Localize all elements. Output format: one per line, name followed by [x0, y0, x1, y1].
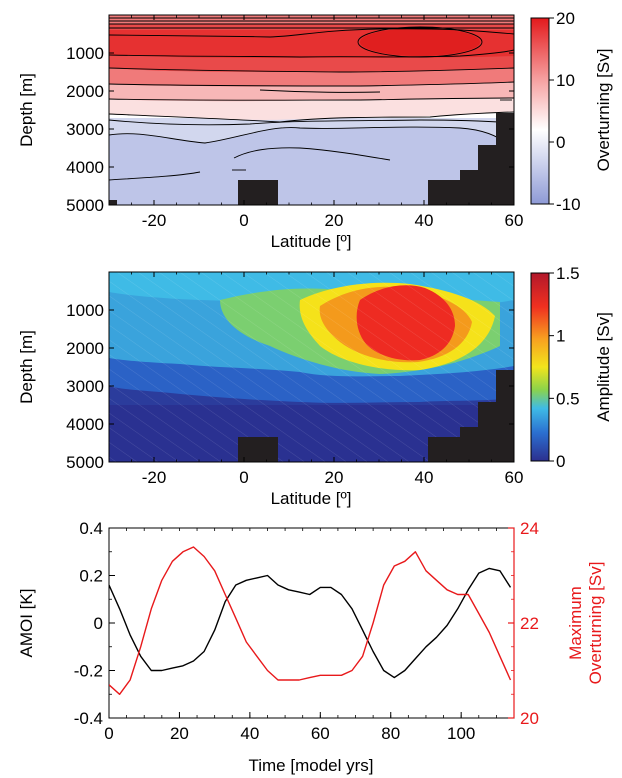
overturning-max — [360, 28, 480, 56]
x-tick-label: 0 — [239, 468, 248, 487]
y-tick-label: 1000 — [66, 301, 104, 320]
x-tick-label: 60 — [505, 468, 524, 487]
y-tick-label: 1000 — [66, 44, 104, 63]
y-tick-label: 0 — [94, 614, 103, 633]
colorbar-tick-label: 1.5 — [556, 264, 580, 283]
x-tick-label: 20 — [325, 468, 344, 487]
abyssal-core — [109, 127, 514, 205]
y-tick-label: 3000 — [66, 120, 104, 139]
colorbar-tick-label: 1 — [556, 327, 565, 346]
x-tick-label: 80 — [381, 724, 400, 743]
x-tick-label: 20 — [170, 724, 189, 743]
timeseries-panel: 0 20 40 60 80 100 0.4 0.2 0 -0.2 -0.4 24 22 20 AMOI… — [17, 519, 605, 775]
x-tick-label: 40 — [415, 468, 434, 487]
y-tick-label: 3000 — [66, 377, 104, 396]
y-tick-label: 4000 — [66, 158, 104, 177]
x-axis-ticks-top-panel: -20 0 20 40 60 — [108, 15, 524, 230]
colorbar-tick-label: 10 — [556, 71, 575, 90]
colorbar-tick-label: 0.5 — [556, 389, 580, 408]
x-axis-label-middle: Latitude [º] — [271, 489, 352, 508]
x-tick-label: 0 — [239, 211, 248, 230]
y-tick-label: 0.2 — [79, 567, 103, 586]
colorbar-tick-label: -10 — [556, 195, 581, 214]
colorbar-label-amplitude: Amplitude [Sv] — [594, 312, 613, 422]
x-tick-label: 0 — [104, 724, 113, 743]
contour-lines — [109, 17, 514, 181]
y-tick-label: 0.4 — [79, 519, 103, 538]
y-tick-label: 5000 — [66, 196, 104, 215]
amplitude-panel: -20 0 20 40 60 1000 2000 3000 4000 5000 Depth [m… — [17, 264, 613, 508]
x-tick-label: 20 — [325, 211, 344, 230]
x-axis-ticks-middle-panel: -20 0 20 40 60 — [108, 272, 524, 487]
colorbar-overturning — [530, 17, 550, 205]
colorbar-tick-label: 0 — [556, 452, 565, 471]
series-line-amoi — [109, 567, 512, 679]
y-axis-label-top: Depth [m] — [17, 73, 36, 147]
x-tick-label: 40 — [240, 724, 259, 743]
y-tick-label: 5000 — [66, 453, 104, 472]
y2-axis-label-line2: Overturning [Sv] — [586, 562, 605, 685]
y-tick-label: -0.2 — [74, 662, 103, 681]
x-tick-label: 60 — [505, 211, 524, 230]
y-axis-ticks-left: 0.4 0.2 0 -0.2 -0.4 — [74, 519, 115, 728]
y-axis-label-middle: Depth [m] — [17, 330, 36, 404]
y-axis-ticks-top-panel: 1000 2000 3000 4000 5000 — [66, 44, 514, 215]
y2-tick-label: 20 — [520, 709, 539, 728]
x-tick-label: 60 — [311, 724, 330, 743]
colorbar-ticks-amplitude: 1.5 1 0.5 0 — [549, 264, 580, 471]
bathymetry-top — [238, 113, 514, 205]
colorbar-ticks-overturning: 20 10 0 -10 — [549, 9, 581, 214]
y-tick-label: 2000 — [66, 82, 104, 101]
colorbar-label-overturning: Overturning [Sv] — [594, 49, 613, 172]
y-axis-ticks-right: 24 22 20 — [508, 519, 539, 728]
amplitude-field — [109, 272, 514, 462]
y2-tick-label: 22 — [520, 614, 539, 633]
x-tick-label: -20 — [142, 468, 167, 487]
series-line-max-overturning — [109, 546, 512, 695]
colorbar-tick-label: 20 — [556, 9, 575, 28]
bathymetry-middle — [238, 370, 514, 462]
x-axis-ticks-bottom-panel: 0 20 40 60 80 100 — [104, 528, 515, 743]
colorbar-tick-label: 0 — [556, 133, 565, 152]
x-tick-label: 40 — [415, 211, 434, 230]
x-tick-label: -20 — [142, 211, 167, 230]
y2-axis-label-line1: Maximum — [566, 586, 585, 660]
overturning-panel: -20 0 20 40 60 1000 2000 3000 4000 5000 Depth [m… — [17, 9, 613, 251]
overturning-field — [109, 15, 514, 205]
y-tick-label: 2000 — [66, 339, 104, 358]
y-axis-ticks-middle-panel: 1000 2000 3000 4000 5000 — [66, 301, 514, 472]
y2-tick-label: 24 — [520, 519, 539, 538]
x-tick-label: 100 — [447, 724, 475, 743]
timeseries-lines — [109, 546, 512, 695]
y-axis-label-amoi: AMOI [K] — [17, 589, 36, 658]
y-tick-label: 4000 — [66, 415, 104, 434]
x-axis-label-top: Latitude [º] — [271, 232, 352, 251]
y-tick-label: -0.4 — [74, 709, 103, 728]
colorbar-amplitude — [530, 272, 550, 462]
x-axis-label-time: Time [model yrs] — [248, 756, 373, 775]
